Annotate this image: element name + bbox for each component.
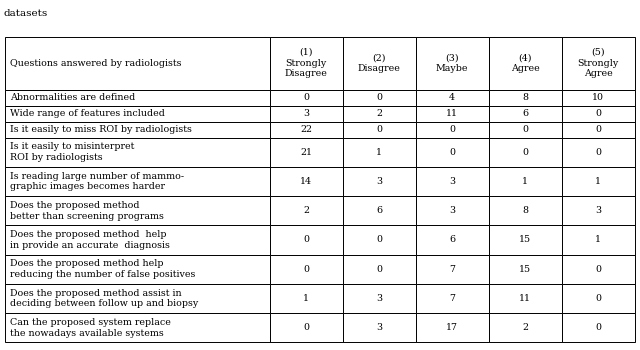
Text: Wide range of features included: Wide range of features included: [10, 109, 165, 118]
Text: 8: 8: [522, 206, 528, 215]
Text: 11: 11: [519, 294, 531, 303]
Text: 0: 0: [303, 93, 309, 102]
Text: 21: 21: [300, 148, 312, 157]
Bar: [5, 167, 269, 196]
Text: 0: 0: [595, 294, 602, 303]
Bar: [489, 37, 562, 90]
Text: 1: 1: [522, 177, 528, 186]
Bar: [562, 167, 635, 196]
Bar: [5, 196, 269, 225]
Text: 3: 3: [376, 323, 382, 332]
Text: 3: 3: [376, 177, 382, 186]
Bar: [342, 284, 416, 313]
Bar: [342, 254, 416, 284]
Bar: [416, 167, 489, 196]
Bar: [342, 106, 416, 122]
Text: 6: 6: [449, 236, 455, 245]
Bar: [416, 313, 489, 342]
Bar: [416, 122, 489, 138]
Bar: [269, 254, 342, 284]
Bar: [342, 90, 416, 106]
Bar: [416, 254, 489, 284]
Bar: [5, 122, 269, 138]
Bar: [269, 138, 342, 167]
Bar: [416, 196, 489, 225]
Text: 3: 3: [303, 109, 309, 118]
Text: 4: 4: [449, 93, 455, 102]
Text: (4)
Agree: (4) Agree: [511, 53, 540, 73]
Text: 2: 2: [303, 206, 309, 215]
Bar: [489, 167, 562, 196]
Bar: [5, 138, 269, 167]
Text: 15: 15: [519, 236, 531, 245]
Bar: [489, 90, 562, 106]
Text: 0: 0: [376, 236, 382, 245]
Text: 0: 0: [303, 265, 309, 274]
Text: (5)
Strongly
Agree: (5) Strongly Agree: [578, 48, 619, 78]
Text: datasets: datasets: [4, 9, 48, 18]
Text: 0: 0: [522, 148, 528, 157]
Bar: [562, 106, 635, 122]
Bar: [416, 138, 489, 167]
Bar: [342, 313, 416, 342]
Text: Is it easily to misinterpret
ROI by radiologists: Is it easily to misinterpret ROI by radi…: [10, 142, 134, 162]
Text: (3)
Maybe: (3) Maybe: [436, 53, 468, 73]
Text: 0: 0: [595, 323, 602, 332]
Text: Abnormalities are defined: Abnormalities are defined: [10, 93, 136, 102]
Bar: [416, 37, 489, 90]
Bar: [562, 196, 635, 225]
Bar: [562, 37, 635, 90]
Bar: [5, 106, 269, 122]
Text: 0: 0: [449, 125, 455, 134]
Bar: [489, 284, 562, 313]
Text: 0: 0: [522, 125, 528, 134]
Bar: [489, 106, 562, 122]
Text: Does the proposed method help
reducing the number of false positives: Does the proposed method help reducing t…: [10, 259, 196, 279]
Bar: [562, 254, 635, 284]
Bar: [489, 122, 562, 138]
Bar: [416, 106, 489, 122]
Bar: [562, 138, 635, 167]
Text: 0: 0: [376, 125, 382, 134]
Bar: [269, 106, 342, 122]
Bar: [562, 313, 635, 342]
Bar: [562, 225, 635, 254]
Bar: [269, 196, 342, 225]
Text: Is it easily to miss ROI by radiologists: Is it easily to miss ROI by radiologists: [10, 125, 192, 134]
Bar: [269, 225, 342, 254]
Text: 0: 0: [376, 93, 382, 102]
Text: 0: 0: [595, 125, 602, 134]
Bar: [562, 90, 635, 106]
Text: 0: 0: [303, 323, 309, 332]
Bar: [489, 225, 562, 254]
Text: 1: 1: [376, 148, 382, 157]
Text: Does the proposed method  help
in provide an accurate  diagnosis: Does the proposed method help in provide…: [10, 230, 170, 250]
Text: 8: 8: [522, 93, 528, 102]
Text: 0: 0: [303, 236, 309, 245]
Text: 3: 3: [449, 206, 455, 215]
Bar: [269, 167, 342, 196]
Text: 1: 1: [595, 177, 602, 186]
Bar: [342, 37, 416, 90]
Text: 3: 3: [376, 294, 382, 303]
Bar: [489, 138, 562, 167]
Bar: [489, 254, 562, 284]
Text: Questions answered by radiologists: Questions answered by radiologists: [10, 59, 182, 68]
Text: 6: 6: [376, 206, 382, 215]
Text: 3: 3: [449, 177, 455, 186]
Bar: [342, 138, 416, 167]
Text: 7: 7: [449, 265, 455, 274]
Text: 0: 0: [595, 148, 602, 157]
Bar: [562, 284, 635, 313]
Bar: [269, 284, 342, 313]
Bar: [269, 90, 342, 106]
Text: 15: 15: [519, 265, 531, 274]
Text: Does the proposed method
better than screening programs: Does the proposed method better than scr…: [10, 201, 164, 220]
Bar: [5, 37, 269, 90]
Text: 2: 2: [522, 323, 528, 332]
Text: 1: 1: [303, 294, 309, 303]
Text: 3: 3: [595, 206, 602, 215]
Text: 7: 7: [449, 294, 455, 303]
Text: 0: 0: [376, 265, 382, 274]
Text: 2: 2: [376, 109, 382, 118]
